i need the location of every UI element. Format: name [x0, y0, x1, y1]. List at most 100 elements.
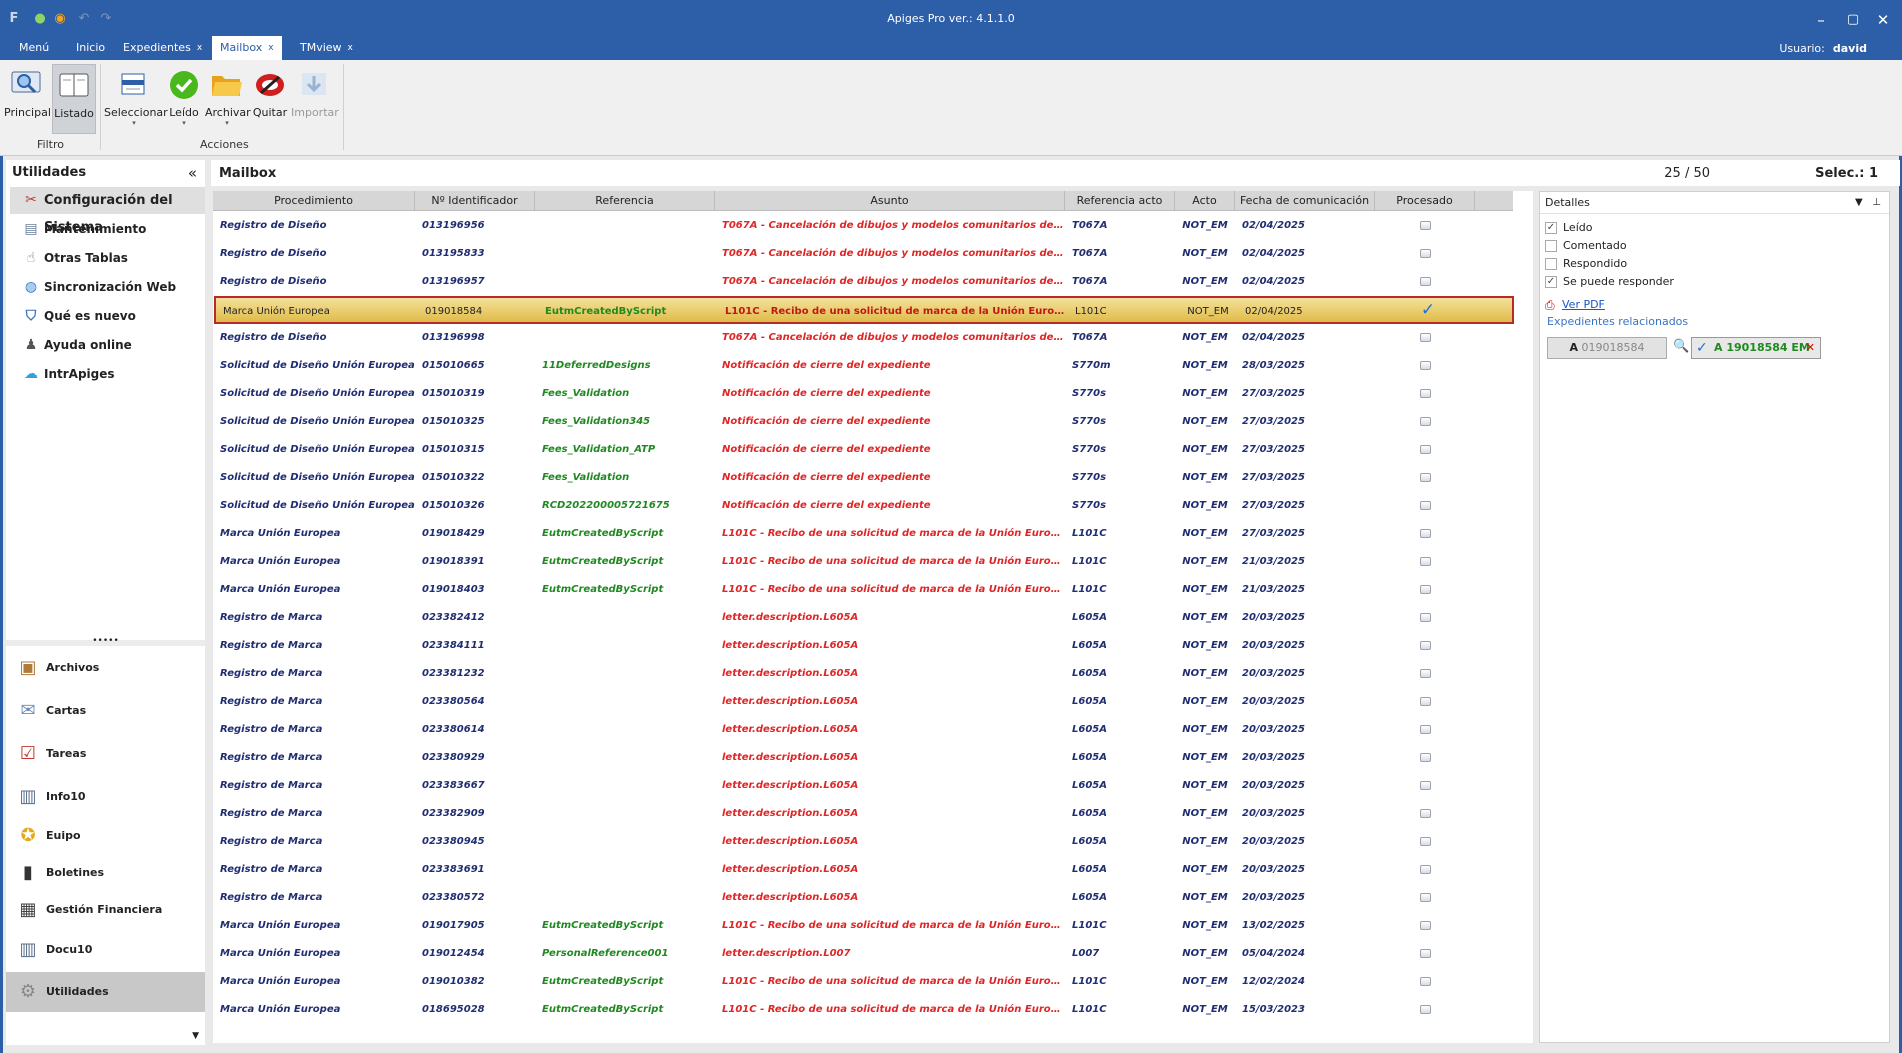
table-row[interactable]: Marca Unión Europea 019018403 EutmCreatedB… — [213, 576, 1513, 604]
column-header-procedimiento[interactable]: Procedimiento — [213, 191, 415, 211]
nav-gestion-financiera[interactable]: ▦ Gestión Financiera — [6, 890, 205, 930]
procesado-checkbox[interactable] — [1375, 380, 1475, 408]
nav-boletines[interactable]: ▮ Boletines — [6, 853, 205, 893]
procesado-checkbox[interactable] — [1375, 800, 1475, 828]
column-header-identificador[interactable]: Nº Identificador — [415, 191, 535, 211]
procesado-checkbox[interactable] — [1375, 996, 1475, 1024]
procesado-checkbox[interactable] — [1375, 744, 1475, 772]
sidebar-item-que-es-nuevo[interactable]: ⛉ Qué es nuevo — [10, 303, 205, 330]
table-row[interactable]: Registro de Marca 023380945 letter.descrip… — [213, 828, 1513, 856]
maximize-button[interactable]: ▢ — [1846, 12, 1860, 27]
expediente-field[interactable]: A 019018584 — [1547, 337, 1667, 359]
remove-link-icon[interactable]: ✕ — [1805, 341, 1815, 354]
pdf-link-text[interactable]: Ver PDF — [1562, 298, 1605, 311]
procesado-checkbox[interactable] — [1375, 716, 1475, 744]
chevron-down-icon[interactable]: ▼ — [192, 1031, 199, 1041]
table-row[interactable]: Registro de Marca 023381232 letter.descrip… — [213, 660, 1513, 688]
nav-docu10[interactable]: ▥ Docu10 — [6, 930, 205, 970]
dropdown-icon[interactable]: ▼ — [1855, 197, 1863, 208]
procesado-checkbox[interactable] — [1375, 632, 1475, 660]
procesado-checkbox[interactable]: ✓ — [1378, 298, 1478, 326]
procesado-checkbox[interactable] — [1375, 324, 1475, 352]
principal-button[interactable]: Principal — [4, 64, 51, 134]
procesado-checkbox[interactable] — [1375, 772, 1475, 800]
comentado-checkbox[interactable]: Comentado — [1545, 238, 1627, 254]
table-row[interactable]: Registro de Diseño 013196957 T067A - Cance… — [213, 268, 1513, 296]
listado-button[interactable]: Listado — [52, 64, 96, 134]
close-tab-icon[interactable]: x — [196, 43, 203, 53]
tab-inicio[interactable]: Inicio — [68, 36, 113, 60]
sidebar-splitter[interactable]: ••••• — [6, 637, 205, 646]
importar-button[interactable]: Importar — [291, 64, 339, 134]
undo-icon[interactable]: ↶ — [78, 11, 90, 26]
procesado-checkbox[interactable] — [1375, 436, 1475, 464]
linked-expediente-chip[interactable]: ✓ A 19018584 EM ✕ — [1691, 337, 1821, 359]
nav-tareas[interactable]: ☑ Tareas — [6, 734, 205, 774]
tab-menu[interactable]: Menú — [11, 36, 57, 60]
table-row-selected[interactable]: Marca Unión Europea 019018584 EutmCreatedB… — [214, 296, 1514, 324]
sidebar-item-otras-tablas[interactable]: ☝ Otras Tablas — [10, 245, 205, 272]
table-row[interactable]: Solicitud de Diseño Unión Europea 0150103… — [213, 464, 1513, 492]
table-row[interactable]: Registro de Marca 023383667 letter.descrip… — [213, 772, 1513, 800]
seleccionar-button[interactable]: Seleccionar ▾ — [104, 64, 168, 134]
sidebar-item-sincronizacion[interactable]: ◍ Sincronización Web — [10, 274, 205, 301]
table-row[interactable]: Registro de Marca 023382412 letter.descrip… — [213, 604, 1513, 632]
procesado-checkbox[interactable] — [1375, 492, 1475, 520]
table-row[interactable]: Registro de Marca 023384111 letter.descrip… — [213, 632, 1513, 660]
procesado-checkbox[interactable] — [1375, 408, 1475, 436]
procesado-checkbox[interactable] — [1375, 968, 1475, 996]
column-header-asunto[interactable]: Asunto — [715, 191, 1065, 211]
table-row[interactable]: Registro de Diseño 013196998 T067A - Cance… — [213, 324, 1513, 352]
tab-mailbox[interactable]: Mailbox x — [212, 36, 282, 60]
procesado-checkbox[interactable] — [1375, 856, 1475, 884]
table-row[interactable]: Solicitud de Diseño Unión Europea 0150103… — [213, 436, 1513, 464]
procesado-checkbox[interactable] — [1375, 268, 1475, 296]
procesado-checkbox[interactable] — [1375, 464, 1475, 492]
procesado-checkbox[interactable] — [1375, 352, 1475, 380]
se-puede-responder-checkbox[interactable]: ✓ Se puede responder — [1545, 274, 1674, 290]
table-row[interactable]: Registro de Marca 023380614 letter.descrip… — [213, 716, 1513, 744]
procesado-checkbox[interactable] — [1375, 548, 1475, 576]
redo-icon[interactable]: ↷ — [100, 11, 112, 26]
refresh-icon[interactable]: ● — [34, 11, 46, 26]
procesado-checkbox[interactable] — [1375, 240, 1475, 268]
table-row[interactable]: Registro de Marca 023380929 letter.descrip… — [213, 744, 1513, 772]
respondido-checkbox[interactable]: Respondido — [1545, 256, 1627, 272]
procesado-checkbox[interactable] — [1375, 828, 1475, 856]
table-row[interactable]: Marca Unión Europea 019018391 EutmCreatedB… — [213, 548, 1513, 576]
table-row[interactable]: Solicitud de Diseño Unión Europea 0150103… — [213, 492, 1513, 520]
nav-cartas[interactable]: ✉ Cartas — [6, 691, 205, 731]
procesado-checkbox[interactable] — [1375, 940, 1475, 968]
search-icon[interactable]: 🔍 — [1673, 339, 1690, 354]
quitar-button[interactable]: Quitar — [251, 64, 289, 134]
procesado-checkbox[interactable] — [1375, 576, 1475, 604]
column-header-referencia-acto[interactable]: Referencia acto — [1065, 191, 1175, 211]
tab-tmview[interactable]: TMview x — [292, 36, 361, 60]
table-row[interactable]: Marca Unión Europea 019012454 PersonalRefe… — [213, 940, 1513, 968]
sidebar-item-mantenimiento[interactable]: ▤ Mantenimiento — [10, 216, 205, 243]
procesado-checkbox[interactable] — [1375, 604, 1475, 632]
procesado-checkbox[interactable] — [1375, 912, 1475, 940]
table-row[interactable]: Marca Unión Europea 018695028 EutmCreatedB… — [213, 996, 1513, 1024]
table-row[interactable]: Registro de Diseño 013196956 T067A - Cance… — [213, 212, 1513, 240]
sidebar-item-configuracion[interactable]: ✂ Configuración del Sistema — [10, 187, 205, 235]
table-row[interactable]: Marca Unión Europea 019010382 EutmCreatedB… — [213, 968, 1513, 996]
table-row[interactable]: Solicitud de Diseño Unión Europea 0150106… — [213, 352, 1513, 380]
minimize-button[interactable]: – — [1817, 11, 1825, 29]
procesado-checkbox[interactable] — [1375, 688, 1475, 716]
pin-icon[interactable]: ⊥ — [1872, 197, 1881, 208]
leido-checkbox[interactable]: ✓ Leído — [1545, 220, 1592, 236]
ver-pdf-link[interactable]: ⎙ Ver PDF — [1545, 298, 1605, 312]
table-row[interactable]: Marca Unión Europea 019017905 EutmCreatedB… — [213, 912, 1513, 940]
column-header-referencia[interactable]: Referencia — [535, 191, 715, 211]
nav-archivos[interactable]: ▣ Archivos — [6, 648, 205, 688]
archivar-button[interactable]: Archivar ▾ — [205, 64, 251, 134]
column-header-acto[interactable]: Acto — [1175, 191, 1235, 211]
nav-euipo[interactable]: ✪ Euipo — [6, 816, 205, 856]
table-row[interactable]: Registro de Marca 023380572 letter.descrip… — [213, 884, 1513, 912]
sidebar-item-intrapiges[interactable]: ☁ IntrApiges — [10, 361, 205, 388]
save-icon[interactable]: ◉ — [54, 11, 66, 26]
column-header-procesado[interactable]: Procesado — [1375, 191, 1475, 211]
procesado-checkbox[interactable] — [1375, 884, 1475, 912]
tab-expedientes[interactable]: Expedientes x — [115, 36, 210, 60]
